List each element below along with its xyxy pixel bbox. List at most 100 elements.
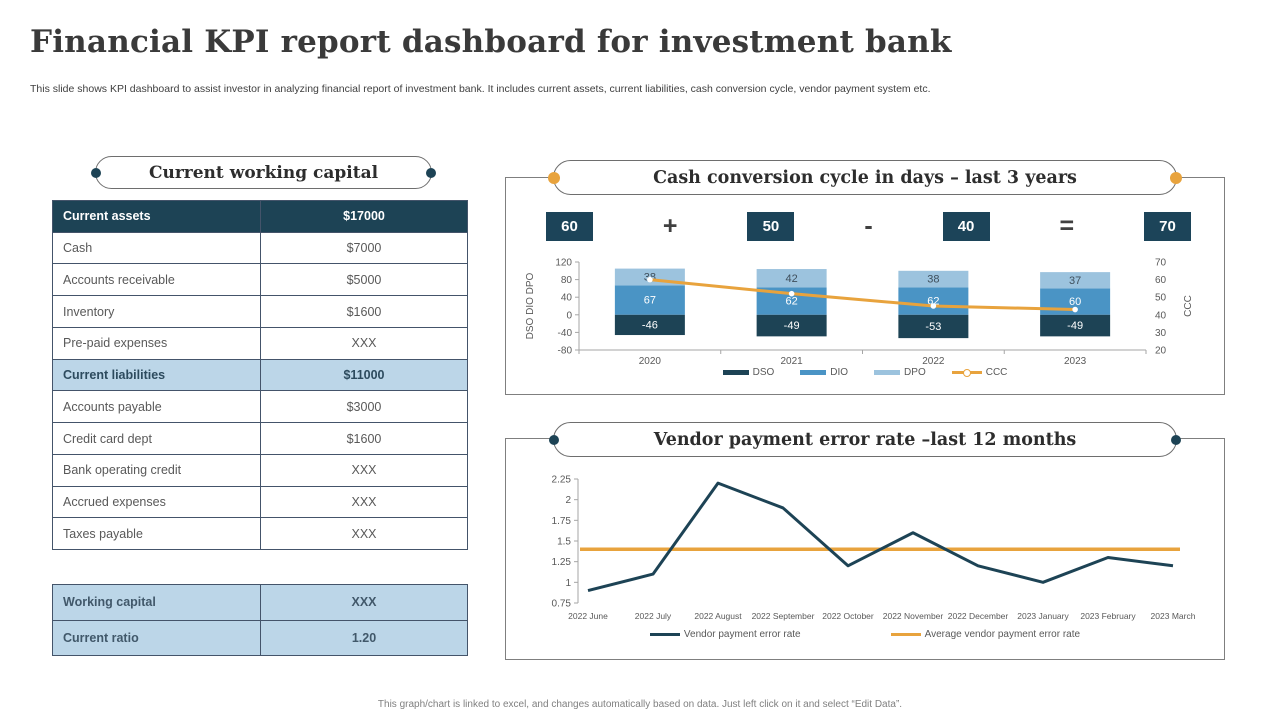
legend-item: DPO	[874, 367, 926, 378]
footer-note: This graph/chart is linked to excel, and…	[377, 699, 903, 710]
row-label: Current assets	[53, 201, 261, 232]
svg-text:67: 67	[644, 295, 656, 307]
svg-text:1: 1	[565, 578, 571, 589]
bar-segment-dpo	[898, 270, 969, 288]
svg-text:37: 37	[1069, 275, 1081, 287]
operator-label: =	[1059, 211, 1075, 240]
connector-dot-icon	[1170, 171, 1182, 184]
svg-text:1.75: 1.75	[552, 516, 572, 527]
svg-text:2.25: 2.25	[552, 475, 572, 486]
svg-text:60: 60	[1155, 275, 1167, 286]
svg-text:2022 October: 2022 October	[822, 611, 874, 621]
connector-dot-icon	[91, 167, 101, 178]
row-value: $5000	[346, 272, 382, 287]
working-capital-summary-table: Working capital XXX Current ratio 1.20	[52, 584, 468, 656]
ccc-stacked-bar-chart[interactable]: 120 80 40 0 -40 -80 70 60 50 40 30 20 38 67 -46 2020 42 6…	[519, 252, 1219, 392]
table-row: Taxes payable XXX	[53, 518, 467, 550]
svg-text:20: 20	[1155, 346, 1167, 357]
row-value: $11000	[343, 368, 385, 383]
legend-item: DSO	[722, 367, 774, 378]
svg-text:-49: -49	[1067, 320, 1083, 332]
row-label: Working capital	[53, 585, 261, 620]
row-label: Inventory	[53, 296, 261, 327]
svg-text:2023 February: 2023 February	[1080, 611, 1136, 621]
working-capital-table: Current assets $17000 Cash $7000 Accounts re…	[52, 200, 468, 550]
page-subtitle: This slide shows KPI dashboard to assist…	[30, 83, 931, 95]
bar-segment-dso	[898, 314, 969, 339]
row-label: Taxes payable	[53, 518, 261, 550]
row-value: $1600	[346, 431, 382, 446]
vendor-chart-panel[interactable]: 2.25 2 1.75 1.5 1.25 1 0.75 2022 June 2022 July 2…	[505, 438, 1225, 660]
kpi-value-box: 40	[942, 211, 990, 241]
svg-text:120: 120	[555, 258, 572, 269]
row-label: Cash	[53, 232, 261, 264]
row-value: XXX	[351, 494, 377, 509]
legend-swatch-icon	[874, 370, 901, 375]
svg-text:80: 80	[561, 275, 573, 286]
table-row: Credit card dept $1600	[53, 423, 467, 455]
kpi-value-box: 50	[747, 211, 795, 241]
table-row: Bank operating credit XXX	[53, 454, 467, 487]
table-row: Current assets $17000	[53, 201, 467, 233]
table-row: Accounts payable $3000	[53, 391, 467, 424]
ccc-equation: 60 +50 - 40 = 70	[546, 211, 1191, 241]
vendor-title-pill: Vendor payment error rate –last 12 month…	[549, 422, 1181, 457]
legend-swatch-icon	[722, 370, 749, 375]
legend-label: Vendor payment error rate	[683, 629, 801, 640]
operator-label: -	[864, 211, 873, 240]
kpi-value-box: 60	[546, 211, 593, 241]
ccc-chart-title: Cash conversion cycle in days – last 3 y…	[653, 167, 1077, 188]
row-value: $7000	[346, 241, 382, 256]
bar-segment-dso	[614, 314, 685, 336]
row-label: Current ratio	[53, 620, 261, 655]
legend-item: DIO	[800, 367, 848, 378]
bar-segment-dio	[614, 285, 685, 315]
bar-segment-dso	[1040, 314, 1111, 337]
svg-text:CCC: CCC	[1183, 295, 1194, 317]
legend-item: Vendor payment error rate	[649, 629, 801, 640]
svg-text:2022 June: 2022 June	[568, 611, 608, 621]
svg-text:40: 40	[1155, 310, 1167, 321]
ccc-marker	[788, 290, 795, 297]
legend-label: Average vendor payment error rate	[924, 629, 1081, 640]
bar-segment-dio	[898, 287, 969, 315]
bar-segment-dso	[756, 314, 827, 337]
svg-text:2021: 2021	[781, 356, 804, 367]
svg-text:-46: -46	[642, 319, 658, 331]
vendor-chart-title: Vendor payment error rate –last 12 month…	[653, 429, 1077, 450]
bar-segment-dpo	[756, 269, 827, 288]
ccc-marker	[1072, 306, 1078, 313]
ccc-title-pill: Cash conversion cycle in days – last 3 y…	[548, 160, 1182, 195]
svg-text:0.75: 0.75	[552, 599, 572, 610]
legend-label: DIO	[830, 367, 849, 378]
table-row: Current ratio 1.20	[53, 620, 467, 655]
row-value: XXX	[351, 336, 377, 351]
ccc-marker	[930, 303, 937, 309]
table-row: Pre-paid expenses XXX	[53, 327, 467, 360]
svg-text:2022 August: 2022 August	[694, 611, 742, 621]
svg-text:50: 50	[1155, 293, 1167, 304]
bar-segment-dpo	[1040, 272, 1111, 289]
connector-dot-icon	[548, 171, 560, 184]
table-row: Accounts receivable $5000	[53, 264, 467, 297]
legend-swatch-icon	[890, 633, 921, 636]
svg-text:-40: -40	[558, 328, 573, 339]
svg-text:DSO DIO DPO: DSO DIO DPO	[525, 272, 536, 339]
svg-text:1.5: 1.5	[557, 537, 571, 548]
svg-text:2023 January: 2023 January	[1017, 611, 1069, 621]
svg-text:42: 42	[786, 273, 798, 285]
svg-text:62: 62	[786, 296, 798, 308]
svg-text:2022 July: 2022 July	[635, 611, 672, 621]
legend-label: CCC	[985, 367, 1008, 378]
ccc-chart-panel[interactable]: 60+50-40=70 12080400-40-8070605040302038…	[505, 177, 1225, 395]
connector-dot-icon	[426, 167, 436, 178]
operator-label: +	[662, 211, 678, 240]
ccc-line	[649, 278, 1076, 312]
svg-text:2023 March: 2023 March	[1151, 611, 1196, 621]
working-capital-title: Current working capital	[148, 162, 379, 183]
svg-text:-53: -53	[925, 321, 941, 333]
ccc-legend: DSO DIO DPO CCC	[506, 367, 1224, 378]
row-label: Pre-paid expenses	[53, 327, 261, 359]
